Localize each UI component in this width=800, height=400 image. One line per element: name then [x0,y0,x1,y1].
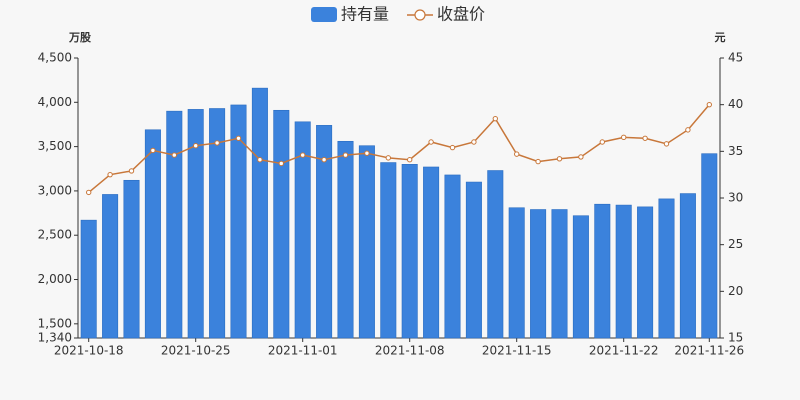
y2-tick-label: 15 [728,331,743,345]
price-point [342,152,349,158]
bar [251,87,268,339]
y-tick-label: 2,500 [38,228,72,242]
bar [487,170,504,339]
bar [530,209,547,339]
price-point [449,144,456,151]
price-point [535,158,541,165]
y-tick-label: 3,000 [38,183,72,197]
price-point [128,168,135,174]
price-point [278,160,284,167]
bar [572,215,589,339]
legend-label: 收盘价 [437,5,485,24]
bar [337,140,354,339]
price-point [86,189,92,196]
y-tick-label: 3,500 [38,139,72,153]
bar [594,203,611,339]
y-tick-label: 1,340 [38,331,72,345]
price-point [193,143,199,149]
price-point [235,135,242,141]
y2-axis-title: 元 [715,31,726,44]
bar [615,204,632,339]
y-tick-label: 1,500 [38,316,72,330]
price-point [514,151,520,157]
price-point [428,139,434,145]
y2-tick-label: 25 [728,237,743,251]
price-point [257,157,263,163]
bar [209,108,226,339]
price-point [471,139,477,145]
y2-tick-label: 45 [728,51,743,65]
price-point [107,171,113,178]
bar [316,125,333,339]
price-point [407,157,413,163]
bar [465,181,482,339]
legend-swatch [414,9,426,21]
bar [658,198,675,339]
x-tick-label: 2021-10-18 [54,344,124,358]
price-point [321,157,327,163]
bar [423,166,440,339]
bar [273,109,290,339]
x-tick-label: 2021-11-08 [375,344,445,358]
price-point [599,139,605,145]
bar [380,162,397,339]
x-tick-label: 2021-11-01 [268,344,338,358]
x-tick-label: 2021-11-15 [482,344,552,358]
bar [166,110,183,339]
bar [508,207,525,339]
price-point [642,135,648,141]
price-point [578,154,584,160]
bar [444,174,461,339]
bar [551,209,568,339]
price-point [556,156,563,162]
bar [401,164,418,339]
price-point [621,134,627,141]
price-point [171,152,178,158]
bar [701,153,718,339]
price-point [492,115,498,122]
y-axis-title: 万股 [68,31,92,44]
bar [102,194,119,339]
y-tick-label: 4,000 [38,95,72,109]
y-tick-label: 4,500 [38,51,72,65]
price-point [150,147,156,154]
bar [123,179,140,339]
legend-label: 持有量 [341,5,389,24]
bar [80,219,97,339]
bar [187,109,204,339]
bar [144,129,161,339]
bar [294,121,311,339]
x-tick-label: 2021-10-25 [161,344,231,358]
y2-tick-label: 35 [728,144,743,158]
x-tick-label: 2021-11-22 [589,344,659,358]
price-point [685,127,691,133]
price-point [300,152,306,158]
price-point [706,101,712,108]
y-tick-label: 2,000 [38,272,72,286]
price-point [214,140,220,146]
legend-swatch [311,7,337,22]
y2-tick-label: 20 [728,284,743,298]
bar [637,206,654,339]
price-point [385,155,391,161]
bar [358,145,375,339]
price-line [88,104,710,193]
price-point [663,141,670,147]
x-tick-label: 2021-11-26 [674,344,744,358]
bar [679,193,696,339]
bar [230,104,247,339]
y2-tick-label: 40 [728,97,743,111]
price-point [364,150,370,156]
y2-tick-label: 30 [728,191,743,205]
